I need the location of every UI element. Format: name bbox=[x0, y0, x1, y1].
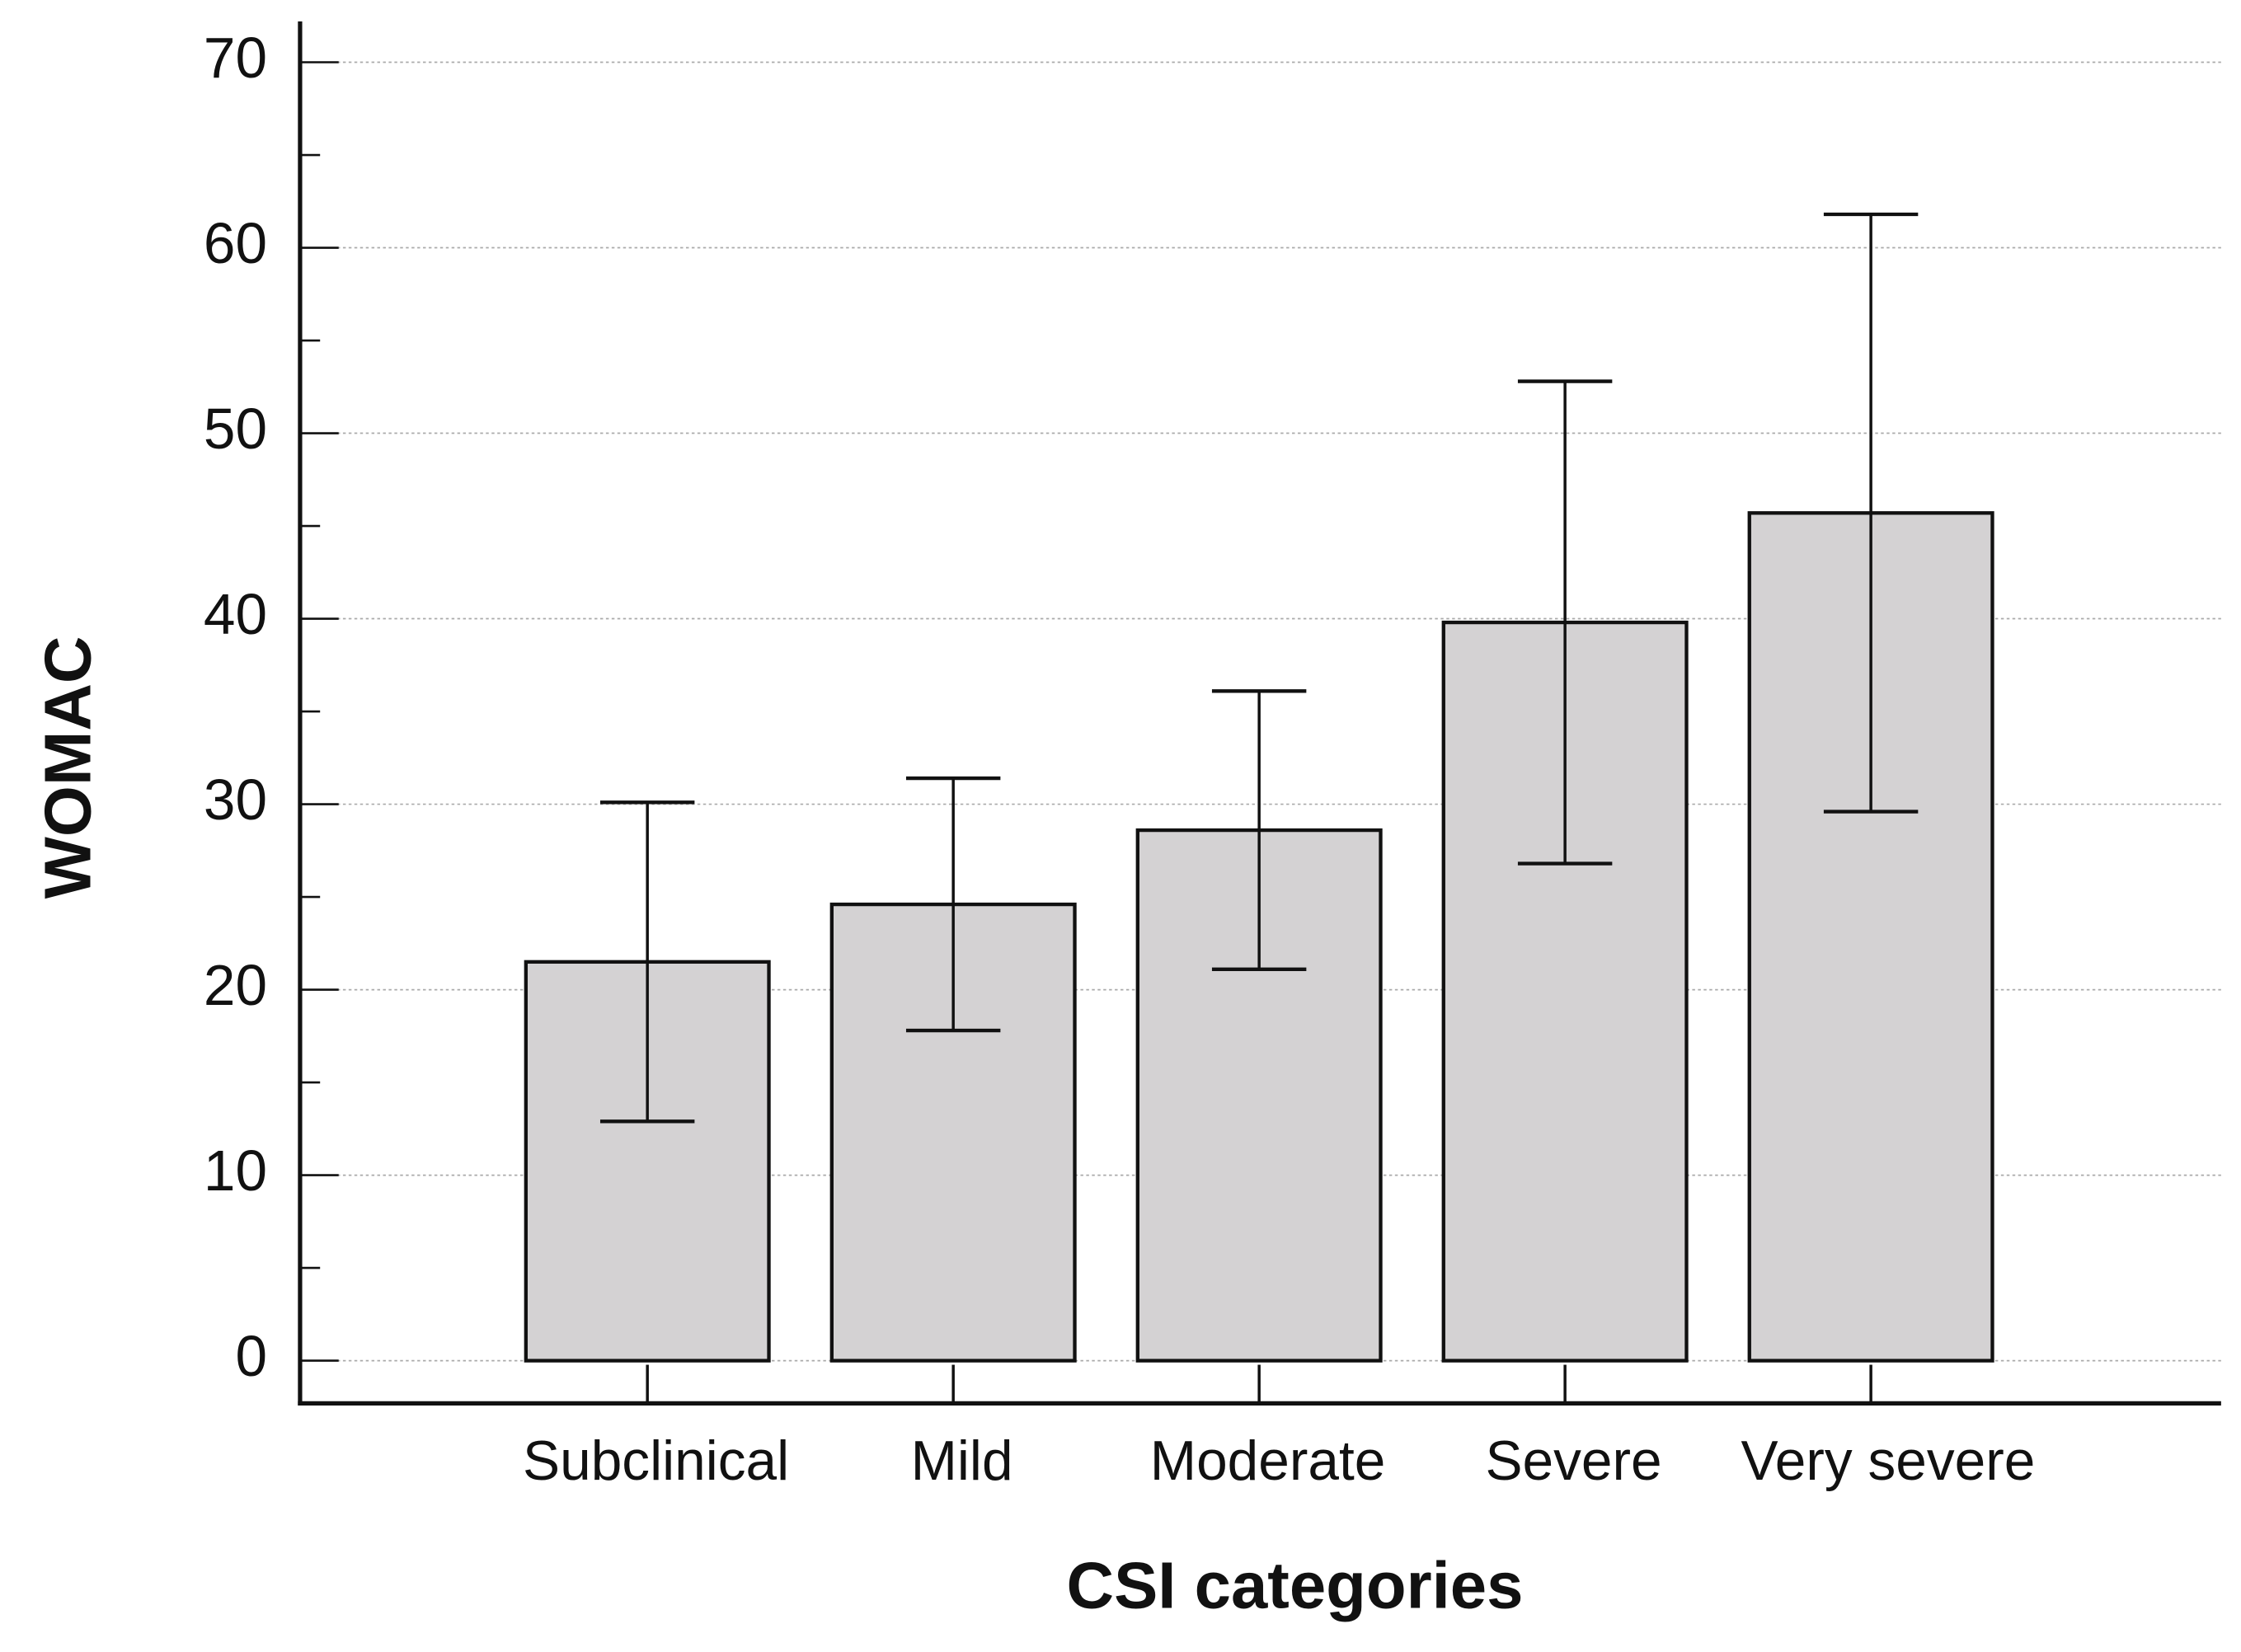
y-tick-label: 20 bbox=[204, 953, 267, 1017]
x-axis-title: CSI categories bbox=[1067, 1549, 1524, 1622]
x-tick-label: Moderate bbox=[1150, 1430, 1386, 1492]
y-tick-label: 0 bbox=[235, 1324, 267, 1388]
y-tick-label: 60 bbox=[204, 211, 267, 275]
x-tick-label: Severe bbox=[1485, 1430, 1661, 1492]
x-tick-label: Subclinical bbox=[523, 1430, 789, 1492]
y-tick-label: 30 bbox=[204, 767, 267, 832]
y-tick-label: 10 bbox=[204, 1138, 267, 1203]
y-tick-label: 70 bbox=[204, 26, 267, 90]
y-tick-label: 50 bbox=[204, 397, 267, 461]
y-tick-label: 40 bbox=[204, 582, 267, 646]
y-axis-title: WOMAC bbox=[31, 636, 104, 899]
x-tick-label: Mild bbox=[911, 1430, 1013, 1492]
x-tick-label: Very severe bbox=[1741, 1430, 2035, 1492]
